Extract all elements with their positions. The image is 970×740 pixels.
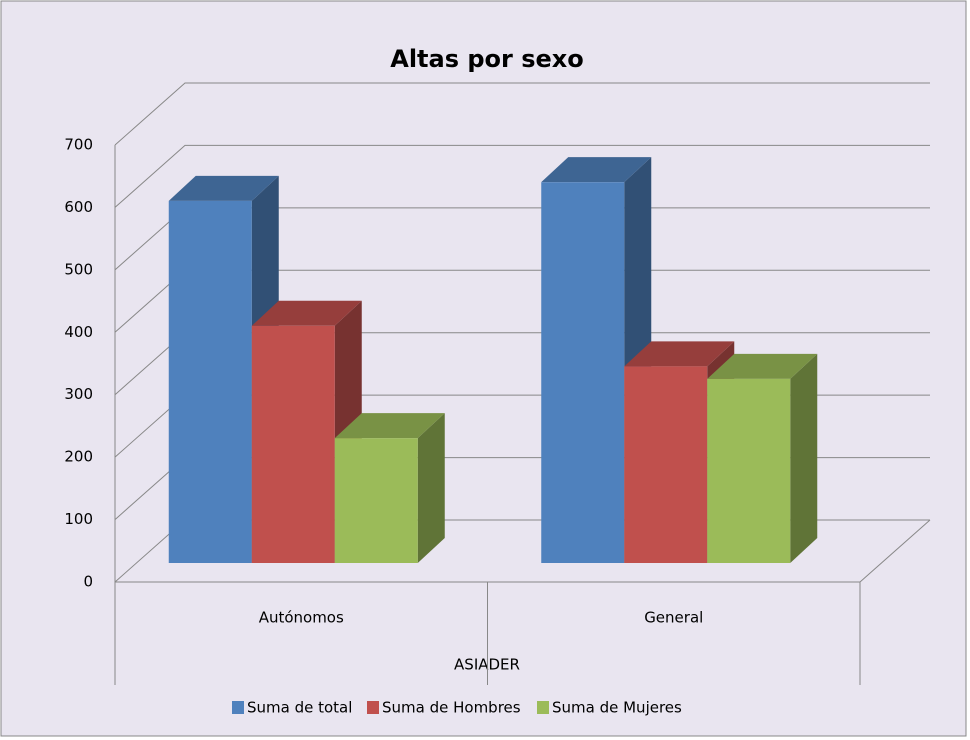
- legend-swatch: [537, 701, 549, 714]
- bar: [251, 325, 335, 563]
- bar-top: [168, 175, 279, 201]
- bar-side: [417, 413, 445, 563]
- grid-line: [114, 82, 930, 146]
- bar: [707, 378, 791, 563]
- y-tick-label: 500: [64, 260, 93, 278]
- y-tick-label: 300: [64, 385, 93, 403]
- bar: [624, 366, 708, 563]
- bar: [541, 182, 625, 563]
- x-tick-label: General: [644, 609, 703, 627]
- y-tick-label: 400: [64, 323, 93, 341]
- y-tick-label: 600: [64, 198, 93, 216]
- legend-label: Suma de total: [247, 699, 352, 717]
- x-tick-label: Autónomos: [259, 609, 344, 627]
- bar-top: [541, 157, 652, 183]
- legend-swatch: [232, 701, 244, 714]
- bar-top: [624, 341, 735, 367]
- bar-top: [251, 300, 362, 326]
- bar-top: [334, 413, 445, 439]
- legend-label: Suma de Mujeres: [552, 699, 682, 717]
- bar-side: [790, 353, 818, 563]
- y-tick-label: 700: [64, 136, 93, 154]
- legend-swatch: [367, 701, 379, 714]
- y-tick-label: 100: [64, 510, 93, 528]
- bar: [334, 438, 418, 563]
- bar-top: [707, 353, 818, 379]
- grid-line: [114, 144, 930, 208]
- y-tick-label: 0: [83, 573, 93, 591]
- bar: [168, 200, 252, 563]
- legend-label: Suma de Hombres: [382, 699, 521, 717]
- y-tick-label: 200: [64, 448, 93, 466]
- chart-title: Altas por sexo: [390, 45, 584, 73]
